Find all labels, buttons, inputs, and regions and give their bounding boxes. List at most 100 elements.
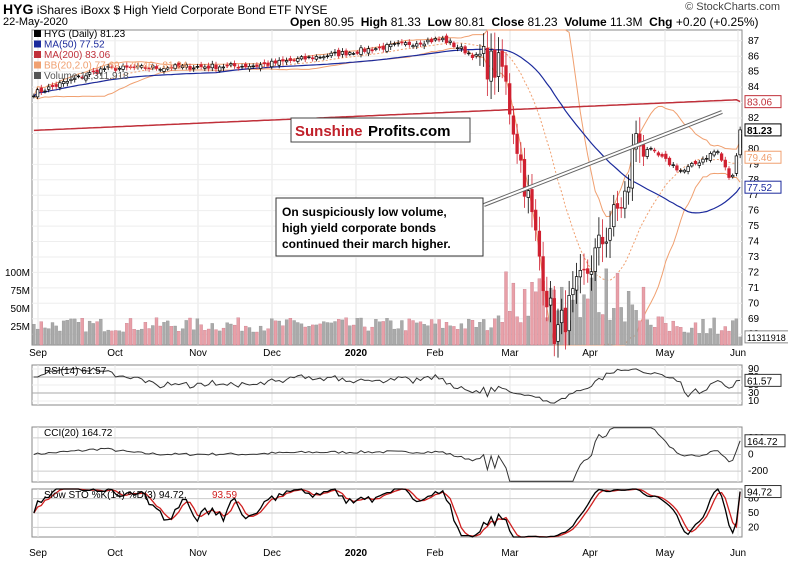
candle-body (656, 152, 661, 156)
candle-body (679, 170, 683, 172)
candle-body (697, 162, 701, 166)
candle-body (54, 84, 58, 87)
chg-value: +0.20 (+0.25%) (675, 15, 759, 29)
candle-body (485, 47, 490, 80)
annotation-line: On suspiciously low volume, (282, 205, 447, 219)
legend-ma50-swatch (34, 40, 41, 48)
candle-body (508, 83, 512, 115)
volume-bar (184, 320, 188, 346)
candle-body (452, 42, 456, 47)
volume-bar (578, 317, 582, 346)
volume-bar (381, 321, 385, 346)
candle-body (363, 48, 367, 52)
logo-box (290, 117, 471, 143)
candle-body (552, 298, 556, 344)
candle-body (604, 241, 608, 244)
month-label-top: Mar (501, 348, 519, 359)
volume-bar (679, 327, 683, 346)
candle-body (426, 39, 430, 43)
candle-body (537, 230, 542, 257)
volume-bar (229, 323, 233, 346)
volume-bar (322, 321, 326, 346)
candle-body (43, 90, 47, 93)
month-label-top: Apr (582, 348, 598, 359)
volume-label: Volume (564, 15, 607, 29)
ma200-line (33, 99, 741, 132)
price-tick: 79 (748, 159, 760, 170)
candle-body (396, 42, 400, 45)
volume-bar (221, 327, 226, 346)
price-tick: 71 (748, 283, 760, 294)
candle-body (455, 47, 460, 49)
volume-bar (526, 315, 530, 346)
volume-bar (429, 319, 434, 346)
sto-value-box (744, 485, 782, 499)
security-name: iShares iBoxx $ High Yield Corporate Bon… (36, 3, 292, 17)
candle-body (690, 163, 694, 167)
volume-tick: 25M (11, 322, 30, 333)
candle-body (719, 153, 724, 161)
volume-bar (634, 310, 638, 346)
candle-body (652, 149, 657, 152)
candle-body (534, 209, 538, 231)
volume-bar (162, 322, 166, 346)
candle-body (716, 151, 720, 154)
candle-body (214, 64, 218, 70)
candle-body (258, 64, 263, 69)
volume-bar (675, 326, 679, 346)
candle-body (370, 49, 374, 52)
rsi-value: 61.57 (747, 376, 772, 387)
candle-body (210, 63, 214, 69)
volume-bar (385, 318, 389, 346)
legend-bb-swatch (34, 61, 41, 69)
candle-body (337, 49, 341, 57)
chg-label: Chg (649, 15, 673, 29)
price-tick: 74 (748, 237, 760, 248)
volume-bar (734, 318, 739, 346)
volume-bar (270, 318, 274, 346)
volume-bar (467, 318, 471, 346)
volume-bar (426, 325, 430, 346)
volume-bar (337, 319, 341, 346)
ma50-axis-label-box (744, 180, 782, 194)
candle-body (143, 67, 148, 69)
volume-bar (43, 327, 47, 346)
month-label-top: Nov (189, 348, 207, 359)
volume-bar (136, 329, 140, 346)
candle-body (136, 65, 140, 68)
price-panel (31, 29, 743, 346)
price-tick: 82 (748, 113, 760, 124)
volume-value: 11.3M (610, 15, 643, 29)
volume-bar (455, 329, 460, 346)
volume-bar (708, 328, 713, 346)
cci-tick: -200 (748, 466, 768, 477)
candle-body (470, 54, 475, 58)
volume-bar (359, 317, 363, 346)
volume-bar (214, 329, 218, 346)
ma50-line (33, 48, 741, 214)
rsi-tick: 90 (748, 364, 760, 375)
candle-body (723, 159, 727, 168)
candle-body (266, 62, 270, 66)
candle-body (731, 174, 735, 178)
volume-bar (266, 328, 270, 346)
volume-bar (218, 330, 222, 346)
candle-body (47, 86, 51, 90)
candle-body (649, 147, 653, 150)
price-tick: 69 (748, 314, 760, 325)
candle-body (173, 64, 177, 69)
ma50-axis-label: 77.52 (747, 183, 772, 194)
volume-bar (80, 318, 84, 346)
candle-body (556, 324, 560, 342)
high-value: 81.33 (390, 15, 421, 29)
candle-body (166, 67, 170, 70)
month-label-bottom: Dec (263, 548, 281, 559)
candle-body (303, 56, 307, 60)
candle-body (121, 65, 125, 70)
low-label: Low (427, 15, 452, 29)
volume-bar (117, 330, 122, 346)
candle-body (206, 65, 211, 69)
volume-bar (125, 323, 129, 346)
volume-bar (719, 330, 724, 346)
